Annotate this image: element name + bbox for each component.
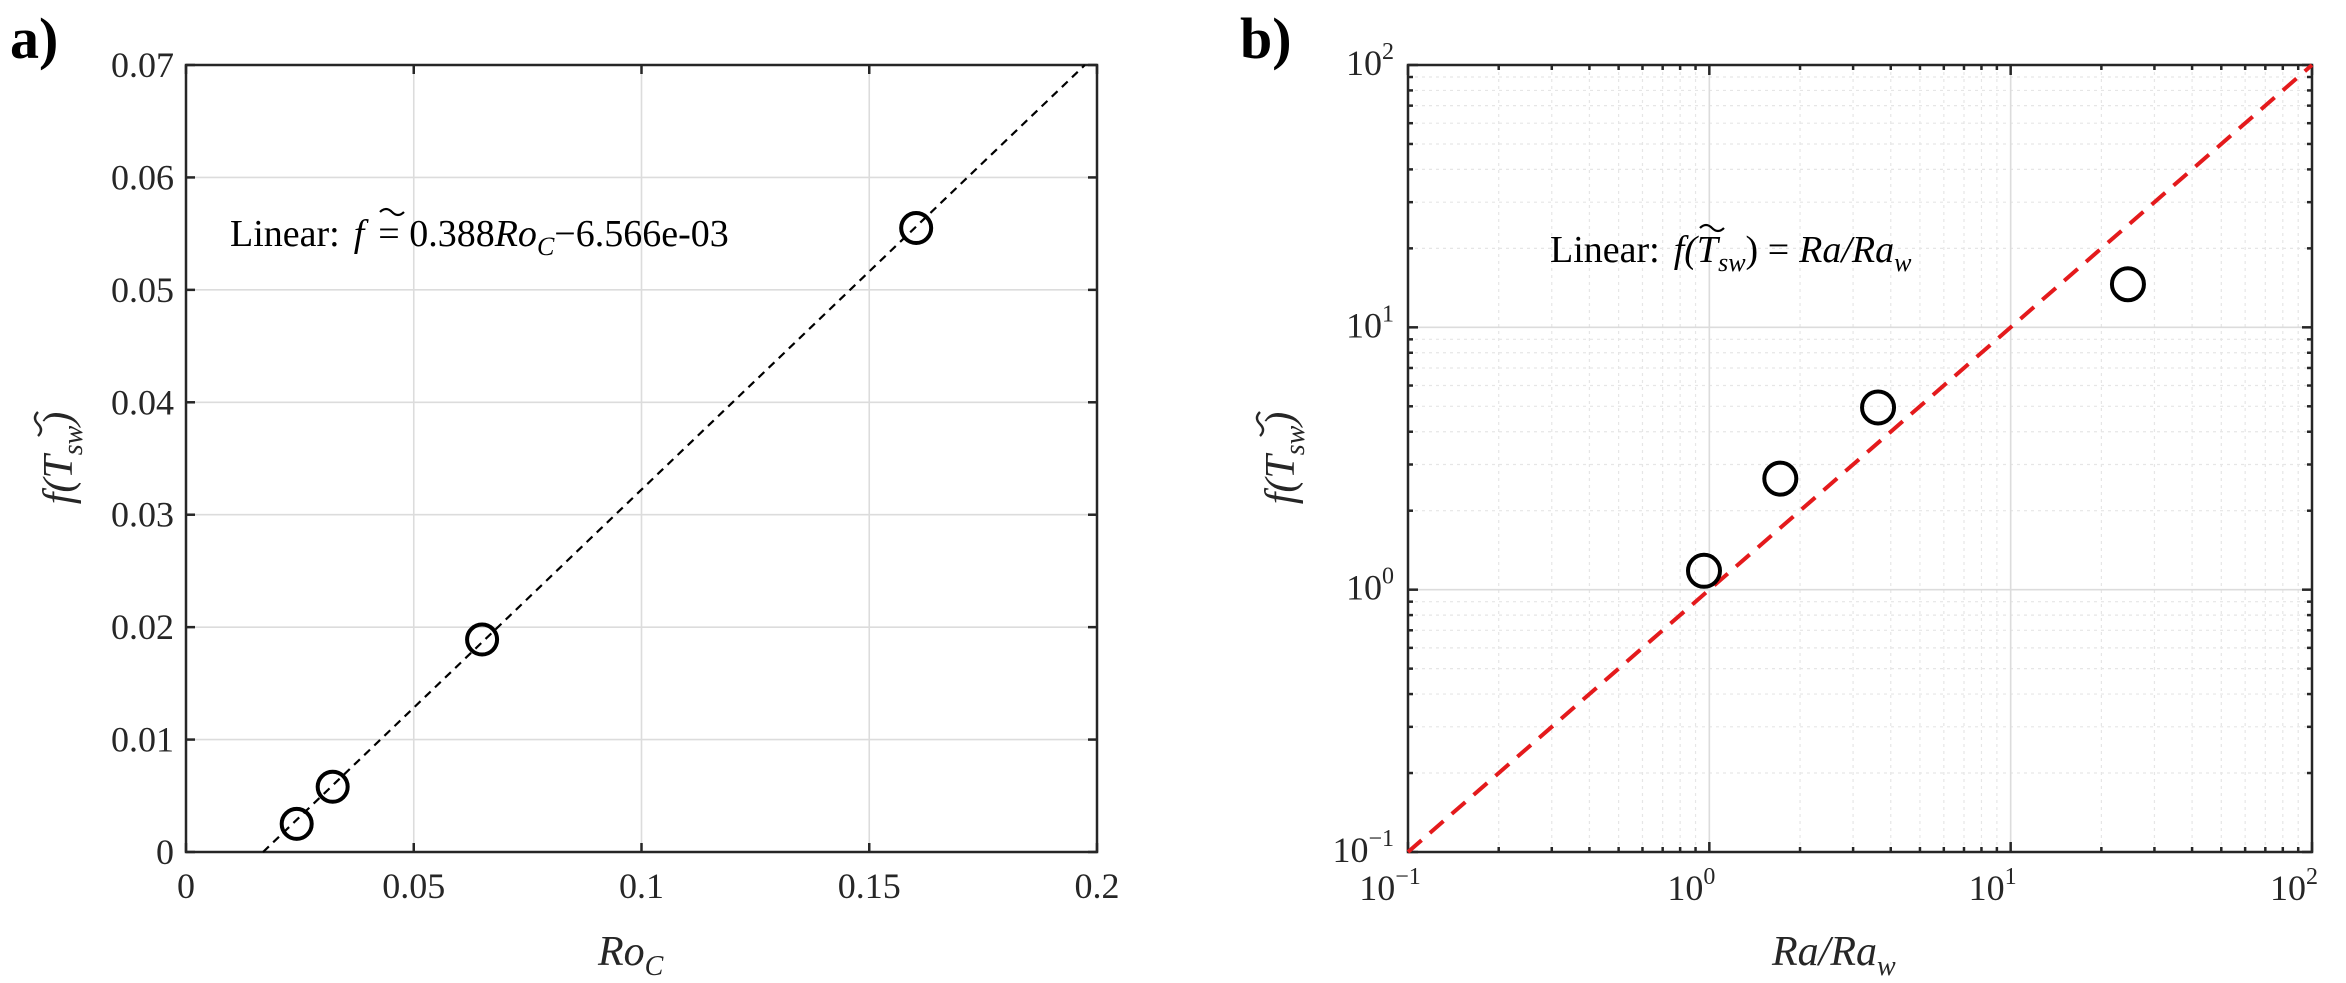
panel-b-data-point [2109, 266, 2146, 303]
panel-a-data-point [465, 622, 500, 657]
panel-b-x-tick-label: 10−1 [1359, 864, 1421, 908]
panel-a-x-tick-label: 0.15 [838, 866, 901, 906]
panel-a-x-tick-label: 0.05 [382, 866, 445, 906]
panel-a-y-tick-label: 0.01 [111, 720, 174, 760]
panel-a-y-tick-label: 0.07 [111, 45, 174, 85]
panel-a-x-tick-label: 0.1 [619, 866, 664, 906]
panel-a-data-point [899, 211, 934, 246]
panel-a: a) 0 0.05 0.1 0.15 0.2 0 0.01 0.02 0.03 0.04 0.05… [10, 6, 1120, 982]
panel-b-annotation-rhs-sub: w [1894, 248, 1912, 277]
panel-b-y-tick-label: 100 [1346, 564, 1394, 608]
panel-a-label: a) [10, 6, 58, 71]
panel-a-y-tick-label: 0.04 [111, 382, 174, 422]
panel-a-y-tick-label: 0.02 [111, 607, 174, 647]
panel-a-fit-line-group [262, 64, 1086, 853]
panel-b-annotation-lhs-sub: sw [1718, 248, 1746, 277]
panel-b-y-label-tilde [1255, 411, 1265, 437]
panel-a-annotation-lhs: f [354, 213, 369, 255]
panel-b-y-tick-labels: 10−1 100 101 102 [1332, 39, 1394, 870]
panel-b-y-tick-label: 10−1 [1332, 826, 1394, 870]
panel-b-x-tick-label: 101 [1969, 864, 2017, 908]
panel-a-y-tick-label: 0.03 [111, 495, 174, 535]
panel-b-annotation-prefix: Linear: [1550, 229, 1660, 271]
panel-a-annotation-var-sub: C [537, 232, 555, 261]
panel-b-annotation-tilde [1699, 223, 1725, 233]
panel-a-y-tick-label: 0.05 [111, 270, 174, 310]
panel-a-tick-marks [184, 63, 1099, 854]
panel-a-annotation-tail: −6.566e-03 [554, 213, 728, 255]
panel-a-y-tick-label: 0 [156, 832, 174, 872]
panel-a-fit-line [262, 64, 1086, 853]
panel-b-x-tick-label: 102 [2270, 864, 2318, 908]
panel-a-annotation-eq: = 0.388 [378, 213, 494, 255]
panel-a-x-tick-label: 0.2 [1075, 866, 1120, 906]
panel-b-data-point [1860, 389, 1897, 426]
panel-b-x-label: Ra/Raw [1771, 929, 1896, 982]
panel-a-annotation-tilde [379, 207, 405, 217]
panel-a-annotation-prefix: Linear: [230, 213, 340, 255]
panel-b-annotation-rhs: Ra/Ra [1798, 229, 1894, 271]
panel-a-x-tick-labels: 0 0.05 0.1 0.15 0.2 [177, 866, 1120, 906]
panel-b-identity-line [1406, 63, 2314, 854]
panel-a-data-point [279, 806, 314, 841]
panel-a-y-tick-labels: 0 0.01 0.02 0.03 0.04 0.05 0.06 0.07 [111, 45, 174, 872]
panel-a-data-point [315, 769, 350, 804]
panel-b-y-label: f(Tsw) [1258, 412, 1311, 505]
panel-b-data-point [1762, 460, 1799, 497]
panel-a-y-label-tilde [33, 411, 43, 437]
panel-b-x-tick-label: 100 [1667, 864, 1715, 908]
panel-b-label: b) [1240, 6, 1292, 71]
panel-a-markers [279, 211, 934, 841]
panel-b-annotation-eq: ) = [1746, 229, 1790, 271]
panel-b-annotation: Linear: f(Tsw) = Ra/Raw [1550, 229, 1912, 277]
panel-b-markers [1685, 266, 2146, 589]
panel-a-x-label: RoC [597, 929, 664, 982]
panel-b-tick-marks [1406, 63, 2314, 854]
panel-b-axes-frame [1406, 63, 2314, 854]
panel-b-x-tick-labels: 10−1 100 101 102 [1359, 864, 2318, 908]
panel-b-fit-line-group [1406, 63, 2314, 854]
panel-a-y-label: f(Tsw) [36, 412, 89, 505]
panel-a-annotation: Linear: f = 0.388RoC−6.566e-03 [230, 213, 729, 261]
panel-b-data-point [1685, 552, 1722, 589]
panel-a-x-tick-label: 0 [177, 866, 195, 906]
panel-b-y-tick-label: 102 [1346, 39, 1394, 83]
panel-b: b) 10−1 100 101 102 10−1 100 101 102 Linear: f(… [1240, 6, 2318, 982]
panel-b-annotation-lhs: f(T [1674, 229, 1721, 271]
panel-a-annotation-var: Ro [494, 213, 537, 255]
panel-b-y-tick-label: 101 [1346, 301, 1394, 345]
panel-a-y-tick-label: 0.06 [111, 157, 174, 197]
